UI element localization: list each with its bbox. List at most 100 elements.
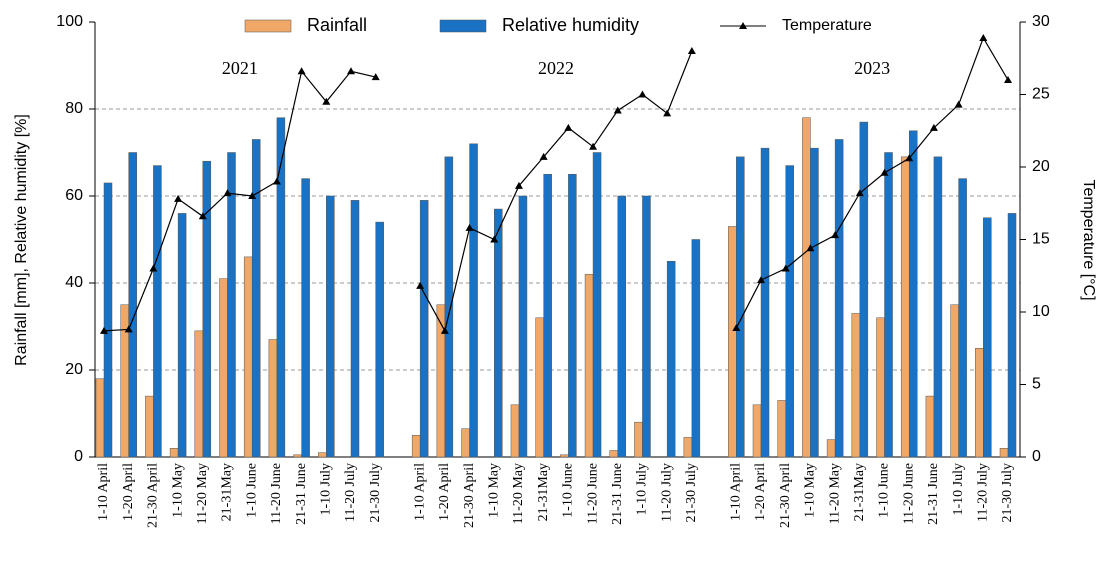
x-tick-label: 1-10 April — [412, 463, 427, 521]
temperature-line — [735, 36, 1009, 329]
legend-swatch — [244, 19, 292, 33]
bar — [859, 121, 869, 458]
temperature-marker — [124, 325, 133, 333]
temperature-marker — [929, 123, 938, 131]
bar — [634, 421, 643, 458]
temperature-marker — [905, 154, 914, 162]
bar — [103, 182, 113, 458]
temperature-marker — [880, 168, 889, 176]
bar — [975, 348, 984, 458]
temperature-marker — [149, 264, 158, 272]
bar — [777, 400, 786, 458]
bar — [617, 195, 627, 458]
temperature-line — [419, 50, 693, 333]
temperature-marker — [100, 326, 108, 334]
y-tick-label: 80 — [65, 100, 83, 117]
temperature-marker — [174, 194, 183, 202]
bar — [419, 200, 429, 458]
bar — [736, 156, 745, 458]
y-axis-title: Rainfall [mm], Relative humidity [%] — [13, 114, 30, 366]
bar — [666, 261, 676, 458]
x-tick-label: 11-20 June — [585, 463, 600, 524]
x-tick-label: 1-20 April — [121, 463, 136, 521]
temperature-marker — [272, 177, 281, 185]
x-tick-label: 11-20 July — [343, 463, 358, 522]
x-tick-label: 11-20 June — [269, 463, 284, 524]
bar — [584, 274, 594, 458]
bar — [785, 165, 794, 458]
y2-tick-label: 15 — [1032, 231, 1050, 248]
bar — [834, 139, 844, 458]
bar — [153, 165, 162, 458]
x-tick-label: 21-30 July — [1000, 463, 1015, 523]
bar — [560, 454, 569, 458]
temperature-marker — [198, 212, 207, 220]
bar — [691, 239, 701, 458]
x-tick-label: 1-10 May — [486, 463, 501, 518]
temperature-marker — [831, 231, 840, 239]
temperature-marker — [732, 323, 741, 331]
legend-marker — [739, 22, 747, 29]
y-tick-label: 40 — [65, 274, 83, 291]
y2-tick-label: 30 — [1032, 13, 1050, 30]
bar — [169, 448, 179, 458]
year-label: 2022 — [538, 58, 574, 78]
bar — [802, 117, 811, 458]
x-tick-label: 1-20 April — [437, 463, 452, 521]
x-tick-label: 21-31May — [536, 463, 551, 521]
bar — [95, 378, 105, 458]
bar — [194, 330, 204, 458]
x-tick-label: 1-10 May — [170, 463, 185, 518]
temperature-marker — [514, 181, 523, 189]
x-tick-label: 1-10 April — [729, 463, 744, 521]
temperature-marker — [347, 67, 355, 75]
legend-label: Relative humidity — [502, 15, 639, 35]
x-tick-label: 21-31May — [220, 463, 235, 521]
y-tick-label: 20 — [65, 361, 83, 378]
x-tick-label: 11-20 July — [976, 463, 991, 522]
x-tick-label: 11-20 May — [827, 463, 842, 524]
x-tick-label: 11-20 June — [901, 463, 916, 524]
bar — [350, 200, 360, 458]
bar — [752, 404, 762, 458]
bar — [411, 435, 421, 458]
x-tick-label: 1-10 July — [635, 463, 650, 516]
bar — [568, 174, 577, 458]
bar — [999, 448, 1009, 458]
temperature-marker — [954, 100, 963, 108]
bar — [933, 156, 943, 458]
x-tick-label: 21-30 July — [368, 463, 383, 523]
temperature-marker — [1004, 76, 1013, 83]
bar — [810, 147, 819, 458]
temperature-marker — [440, 326, 449, 334]
bar — [293, 454, 302, 458]
bar — [375, 221, 384, 458]
temperature-marker — [564, 123, 573, 131]
x-tick-label: 1-10 July — [319, 463, 334, 516]
year-label: 2021 — [222, 58, 258, 78]
temperature-marker — [855, 189, 864, 197]
bar — [510, 404, 520, 458]
bar — [318, 452, 327, 458]
y-tick-label: 0 — [74, 448, 83, 465]
y2-tick-label: 0 — [1032, 448, 1041, 465]
x-tick-label: 11-20 July — [659, 463, 674, 522]
temperature-marker — [613, 106, 622, 114]
temperature-marker — [539, 152, 548, 160]
bar — [884, 152, 893, 458]
x-tick-label: 1-10 April — [96, 463, 111, 521]
x-tick-label: 21-30 April — [778, 463, 793, 528]
bar — [145, 395, 154, 458]
x-tick-label: 1-10 July — [951, 463, 966, 516]
temperature-marker — [781, 264, 790, 272]
bar — [543, 174, 552, 458]
bar — [535, 317, 544, 458]
temperature-marker — [371, 73, 380, 81]
x-tick-label: 11-20 May — [511, 463, 526, 524]
legend-swatch — [439, 19, 487, 33]
y2-tick-label: 25 — [1032, 86, 1050, 103]
temperature-marker — [638, 90, 647, 98]
year-label: 2023 — [854, 58, 890, 78]
